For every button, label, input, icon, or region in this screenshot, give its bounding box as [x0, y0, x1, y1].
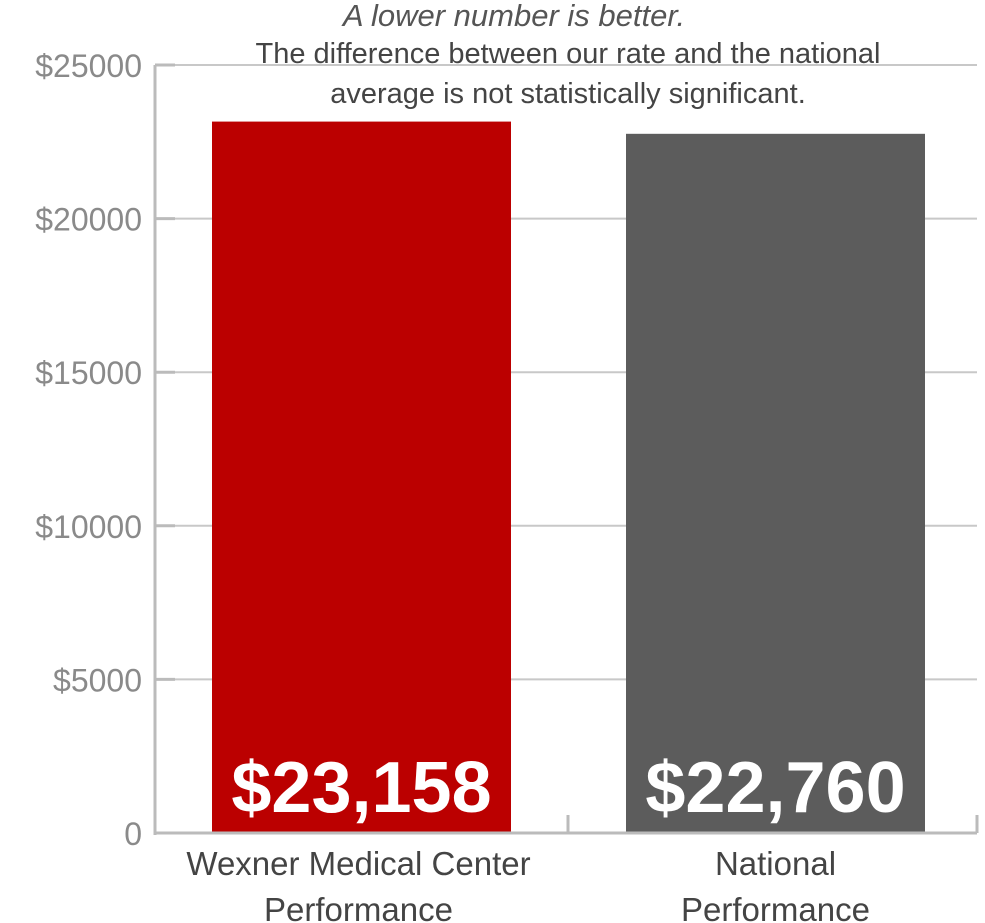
- x-tick-label: National: [715, 845, 836, 882]
- y-tick-label: 0: [124, 816, 142, 852]
- x-tick-label: Performance: [681, 891, 870, 923]
- bar-value-label: $23,158: [231, 748, 491, 828]
- x-tick-label: Performance: [264, 891, 453, 923]
- x-tick-label: Wexner Medical Center: [186, 845, 530, 882]
- chart-subtitle-line-2: average is not statistically significant…: [330, 78, 806, 110]
- bar-value-label: $22,760: [645, 748, 905, 828]
- bar: [212, 121, 511, 833]
- chart-title: A lower number is better.: [341, 0, 685, 33]
- y-tick-label: $25000: [35, 48, 142, 84]
- y-tick-label: $15000: [35, 355, 142, 391]
- y-tick-label: $10000: [35, 509, 142, 545]
- y-tick-label: $5000: [53, 662, 142, 698]
- bar: [626, 133, 925, 833]
- y-tick-label: $20000: [35, 202, 142, 238]
